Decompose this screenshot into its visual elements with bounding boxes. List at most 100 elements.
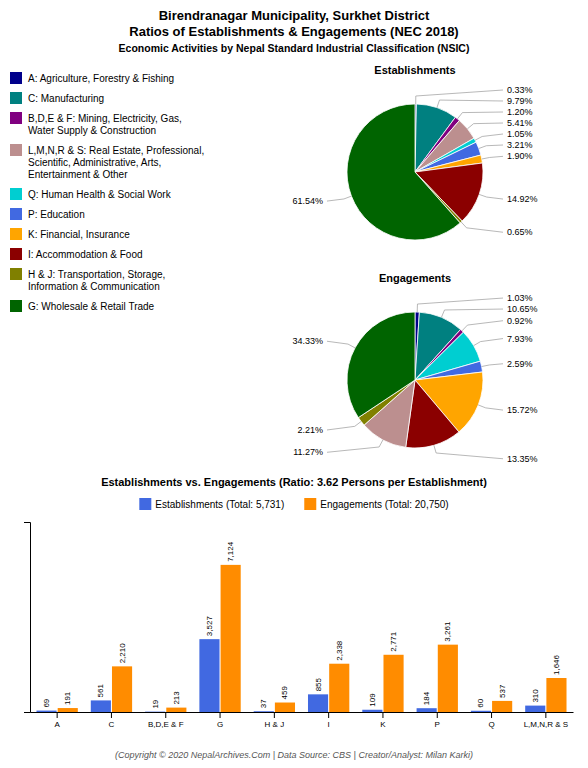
x-tick: C xyxy=(109,712,115,729)
x-tick: P xyxy=(435,712,440,729)
x-tick-mark xyxy=(165,712,166,718)
x-tick-mark xyxy=(328,712,329,718)
data-label: 0.33% xyxy=(507,85,533,95)
legend-label-line: C: Manufacturing xyxy=(28,93,104,104)
legend-swatch xyxy=(139,498,151,510)
legend-label-line: H & J: Transportation, Storage, xyxy=(28,269,165,280)
footer: (Copyright © 2020 NepalArchives.Com | Da… xyxy=(115,750,473,760)
legend-label: K: Financial, Insurance xyxy=(28,229,130,240)
bar xyxy=(254,711,274,712)
legend-label-line: G: Wholesale & Retail Trade xyxy=(28,301,155,312)
legend-label-line: Water Supply & Construction xyxy=(28,125,156,136)
data-label: 3.21% xyxy=(507,140,533,150)
data-label: 1.20% xyxy=(507,107,533,117)
leader-line xyxy=(441,309,503,317)
x-tick: A xyxy=(54,712,60,729)
data-label: 1.05% xyxy=(507,129,533,139)
leader-line xyxy=(482,364,503,367)
legend-label: B,D,E & F: Mining, Electricity, Gas,Wate… xyxy=(28,113,182,136)
x-tick-mark xyxy=(111,712,112,718)
bar xyxy=(199,639,219,712)
data-label: 60 xyxy=(476,698,485,707)
data-label: 5.41% xyxy=(507,118,533,128)
bar xyxy=(145,711,165,712)
bar xyxy=(417,708,437,712)
data-label: 7,124 xyxy=(226,541,235,562)
data-label: 855 xyxy=(314,677,323,691)
data-label: 2,338 xyxy=(335,640,344,661)
data-label: 537 xyxy=(498,684,507,698)
pie-chart: Establishments0.33%9.79%1.20%5.41%1.05%3… xyxy=(292,64,537,240)
bar xyxy=(362,710,382,712)
slices xyxy=(347,312,483,448)
leader-line xyxy=(327,341,355,348)
data-label: 213 xyxy=(172,691,181,705)
legend-label: L,M,N,R & S: Real Estate, Professional,S… xyxy=(28,145,204,180)
bar xyxy=(308,694,328,712)
legend-label-line: Information & Communication xyxy=(28,281,160,292)
legend-swatch xyxy=(10,92,22,104)
data-label: 37 xyxy=(259,699,268,708)
title: Birendranagar Municipality, Surkhet Dist… xyxy=(129,8,458,39)
legend-swatch xyxy=(10,112,22,124)
x-tick: Q xyxy=(488,712,494,729)
x-tick-mark xyxy=(545,712,546,718)
data-label: 61.54% xyxy=(292,196,323,206)
legend-label-line: K: Financial, Insurance xyxy=(28,229,130,240)
data-label: 14.92% xyxy=(507,194,538,204)
data-label: 10.65% xyxy=(507,304,538,314)
chart-container: Birendranagar Municipality, Surkhet Dist… xyxy=(0,0,588,768)
bar xyxy=(36,711,56,712)
data-label: 2.21% xyxy=(297,425,323,435)
bar xyxy=(221,565,241,712)
leader-line xyxy=(437,100,503,108)
legend-label: Q: Human Health & Social Work xyxy=(28,189,172,200)
legend-label-line: A: Agriculture, Forestry & Fishing xyxy=(28,73,174,84)
legend-swatch xyxy=(10,72,22,84)
subtitle: Economic Activities by Nepal Standard In… xyxy=(119,42,470,54)
data-label: 191 xyxy=(63,691,72,705)
legend-label-line: P: Education xyxy=(28,209,85,220)
data-label: 459 xyxy=(280,686,289,700)
bar-title: Establishments vs. Engagements (Ratio: 3… xyxy=(101,476,487,488)
leader-line xyxy=(479,194,503,199)
x-tick: I xyxy=(328,712,330,729)
data-label: 7.93% xyxy=(507,334,533,344)
data-label: 2,210 xyxy=(118,643,127,664)
legend-label: P: Education xyxy=(28,209,85,220)
pie-chart: Engagements1.03%10.65%0.92%7.93%2.59%15.… xyxy=(292,272,537,464)
leader-line xyxy=(327,196,351,201)
legend-swatch xyxy=(10,228,22,240)
y-axis-line xyxy=(24,523,31,713)
legend-label-line: B,D,E & F: Mining, Electricity, Gas, xyxy=(28,113,182,124)
data-label: 9.79% xyxy=(507,96,533,106)
bar xyxy=(58,708,78,712)
legend-swatch xyxy=(10,268,22,280)
data-label: 1.90% xyxy=(507,151,533,161)
legend-label: A: Agriculture, Forestry & Fishing xyxy=(28,73,174,84)
pie-slice xyxy=(347,312,415,418)
x-tick: K xyxy=(380,712,386,729)
x-tick-label: K xyxy=(380,720,386,729)
x-tick: B,D,E & F xyxy=(148,712,184,729)
bar xyxy=(525,706,545,712)
leader-line xyxy=(327,421,361,430)
data-label: 310 xyxy=(531,689,540,703)
data-label: 34.33% xyxy=(292,336,323,346)
x-tick-label: A xyxy=(54,720,60,729)
bars xyxy=(36,565,566,712)
leader-line xyxy=(461,222,503,232)
x-tick: L,M,N,R & S xyxy=(524,712,568,729)
legend-swatch xyxy=(10,144,22,156)
leader-line xyxy=(416,90,503,104)
bar-chart: Establishments vs. Engagements (Ratio: 3… xyxy=(24,476,574,729)
legend: Establishments (Total: 5,731)Engagements… xyxy=(139,498,448,510)
bar xyxy=(438,645,458,712)
legend-label: H & J: Transportation, Storage,Informati… xyxy=(28,269,165,292)
bar xyxy=(383,655,403,712)
pie-slice xyxy=(347,104,460,240)
x-tick-label: I xyxy=(328,720,330,729)
bar xyxy=(275,703,295,712)
data-label: 109 xyxy=(368,693,377,707)
bar xyxy=(329,664,349,712)
